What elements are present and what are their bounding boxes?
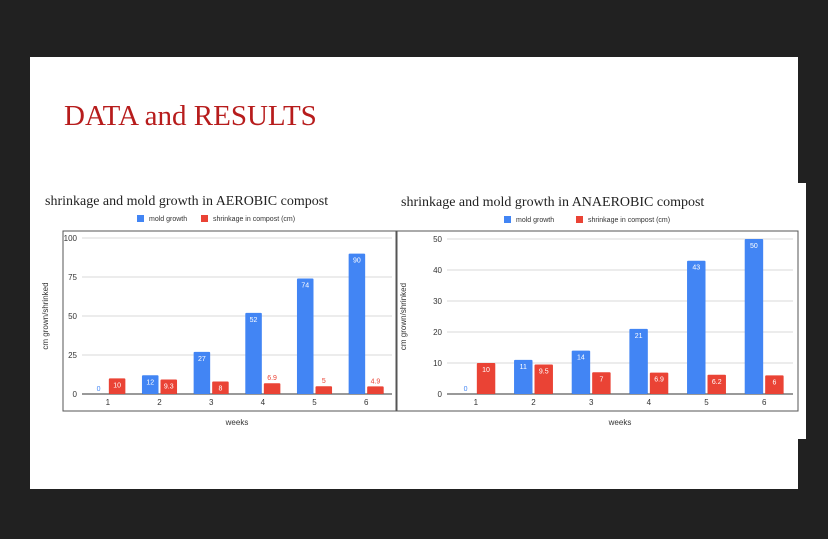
bar [263,383,281,394]
bar [315,386,333,394]
data-label: 6.9 [267,375,277,382]
x-tick-label: 6 [762,398,767,407]
bar [108,378,126,394]
bar [348,253,366,394]
bar [687,260,706,394]
legend-label: mold growth [516,217,554,224]
data-label: 6 [772,379,776,386]
data-label: 50 [750,243,758,250]
x-tick-label: 2 [531,398,536,407]
data-label: 7 [599,376,603,383]
legend-swatch [576,216,583,223]
chart-title-anaerobic: shrinkage and mold growth in ANAEROBIC c… [401,195,705,210]
bar [160,379,178,394]
x-tick-label: 6 [364,398,369,407]
bar [193,351,211,394]
x-tick-label: 1 [474,398,479,407]
bar [707,374,726,394]
x-tick-label: 3 [209,398,214,407]
legend-label: shrinkage in compost (cm) [588,217,670,224]
data-label: 10 [482,367,490,374]
x-axis-title: weeks [225,418,249,427]
data-label: 6.2 [712,379,722,386]
y-tick-label: 20 [433,328,442,337]
y-tick-label: 50 [433,235,442,244]
data-label: 9.5 [539,369,549,376]
chart-title-aerobic: shrinkage and mold growth in AEROBIC com… [45,194,329,209]
bar [744,239,764,394]
data-label: 27 [198,356,206,363]
y-tick-label: 50 [68,312,77,321]
data-label: 11 [520,364,527,371]
bar [514,359,533,394]
y-tick-label: 75 [68,273,77,282]
data-label: 12 [146,379,154,386]
x-tick-label: 4 [647,398,652,407]
data-label: 8 [218,386,222,393]
y-tick-label: 10 [433,359,442,368]
slide-overflow-panel [797,183,806,439]
y-tick-label: 0 [73,390,78,399]
legend-label: shrinkage in compost (cm) [213,216,295,223]
data-label: 5 [322,378,326,385]
x-tick-label: 1 [106,398,111,407]
data-label: 21 [635,333,643,340]
chart-frame [396,230,799,412]
data-label: 52 [250,317,258,324]
bar [367,386,384,394]
y-tick-label: 30 [433,297,442,306]
bar [592,372,611,394]
bar [629,328,648,394]
x-tick-label: 3 [589,398,594,407]
data-label: 0 [464,386,468,393]
data-label: 4.9 [371,378,381,385]
slide-title: DATA and RESULTS [64,100,317,132]
data-label: 10 [113,382,121,389]
bar [765,375,784,394]
bar [212,381,229,394]
data-label: 43 [692,265,700,272]
y-axis-title: cm grown/shrinked [41,282,50,349]
data-label: 9.3 [164,383,174,390]
slide [30,57,798,489]
data-label: 0 [97,386,101,393]
legend-swatch [504,216,511,223]
data-label: 74 [301,283,309,290]
legend-swatch [201,215,208,222]
bar [534,364,553,394]
x-tick-label: 2 [157,398,162,407]
y-tick-label: 0 [438,390,443,399]
y-tick-label: 100 [64,234,78,243]
data-label: 14 [577,355,585,362]
bar [245,312,262,394]
bar [141,375,159,394]
y-tick-label: 40 [433,266,442,275]
chart-frame [62,230,397,412]
bar [571,350,591,394]
x-tick-label: 5 [704,398,709,407]
bar [296,278,314,394]
bar [649,372,669,394]
data-label: 90 [353,258,361,265]
bar [476,363,496,394]
legend-swatch [137,215,144,222]
legend-label: mold growth [149,216,187,223]
x-tick-label: 4 [261,398,266,407]
data-label: 6.9 [654,377,664,384]
x-axis-title: weeks [608,418,632,427]
y-tick-label: 25 [68,351,77,360]
y-axis-title: cm grown/shrinked [399,283,408,350]
x-tick-label: 5 [312,398,317,407]
